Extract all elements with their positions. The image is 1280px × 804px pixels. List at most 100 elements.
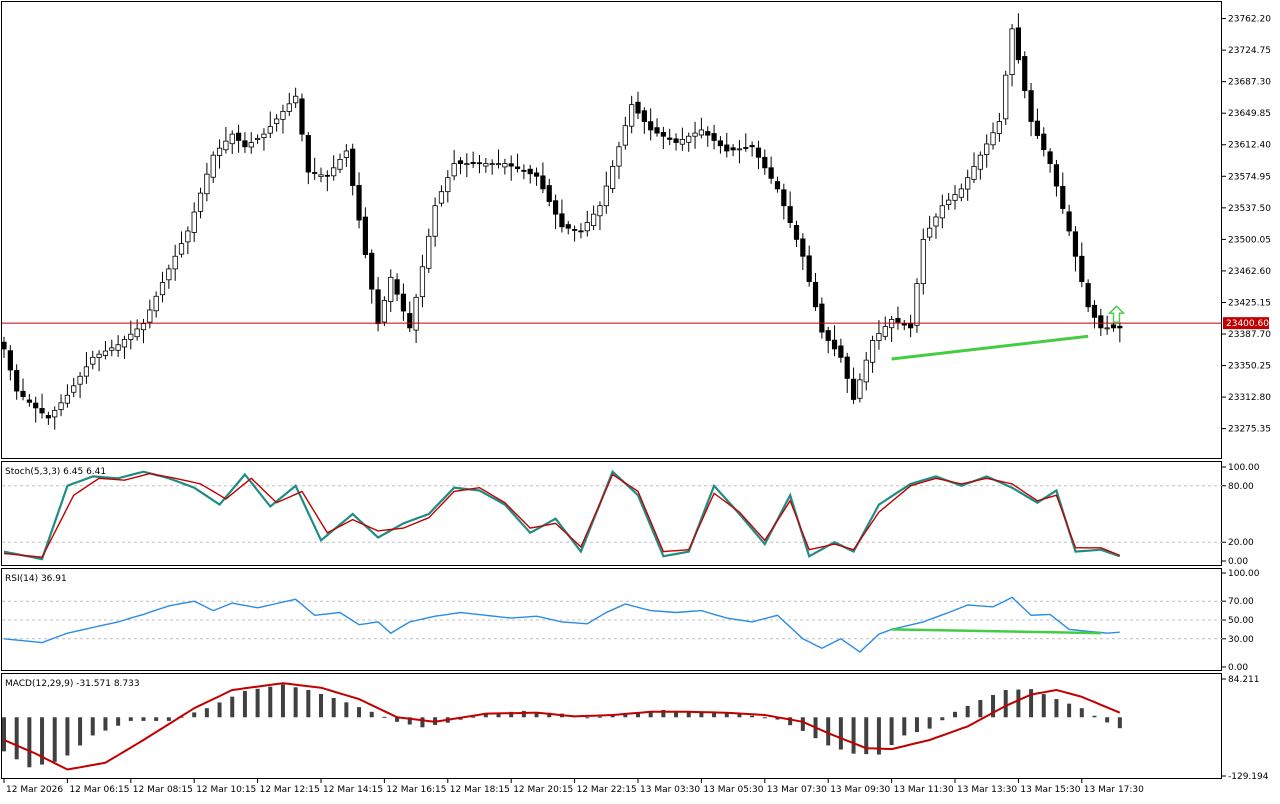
macd-histogram-bar [357, 707, 362, 718]
stoch-tick-label: 100.00 [1228, 463, 1260, 473]
macd-histogram-bar [128, 717, 133, 721]
candle-body [134, 328, 140, 338]
candle-body [1098, 315, 1104, 329]
candle-body [920, 239, 926, 285]
candle-body [692, 132, 698, 137]
candle-body [914, 283, 920, 326]
candle-body [267, 126, 273, 134]
candle-body [64, 394, 70, 404]
candle-body [1041, 133, 1047, 150]
candle-body [641, 110, 647, 122]
candle-body [705, 131, 711, 136]
candle-body [77, 375, 83, 385]
candle-body [229, 133, 235, 145]
price-tick-label: 23350.25 [1228, 362, 1271, 372]
price-tick-label: 23312.80 [1228, 393, 1271, 403]
candle-body [33, 402, 39, 409]
candle-body [45, 414, 51, 419]
macd-histogram-bar [838, 717, 843, 750]
macd-histogram-bar [319, 694, 323, 718]
macd-histogram-bar [483, 713, 488, 718]
candle-body [1003, 74, 1009, 120]
candlestick-series [1, 13, 1123, 430]
candle-body [121, 339, 128, 348]
candle-body [806, 255, 812, 282]
candle-body [895, 318, 901, 323]
macd-histogram-bar [648, 711, 653, 718]
rsi-series-line [3, 596, 1120, 653]
time-tick-label: 12 Mar 08:15 [133, 785, 193, 795]
macd-histogram-bar [1016, 689, 1021, 718]
candle-body [958, 188, 964, 198]
time-tick-label: 13 Mar 13:30 [957, 785, 1017, 795]
candle-body [476, 162, 483, 165]
time-tick-label: 13 Mar 07:30 [767, 785, 827, 795]
macd-histogram-bar [14, 717, 19, 760]
macd-histogram-bar [103, 717, 108, 731]
rsi-tick-label: 30.00 [1228, 635, 1254, 645]
candle-body [438, 191, 445, 204]
price-tick-label: 23762.20 [1228, 15, 1271, 25]
candle-body [419, 266, 426, 298]
macd-histogram-bar [192, 712, 197, 718]
candle-body [299, 98, 305, 135]
macd-histogram-bar [953, 711, 957, 718]
candle-body [185, 230, 191, 243]
candle-body [58, 402, 64, 410]
candle-body [578, 230, 584, 233]
candle-body [971, 166, 977, 180]
candle-body [1110, 324, 1117, 329]
candle-body [844, 356, 850, 379]
buy-arrow-icon [1107, 305, 1126, 323]
candle-body [502, 163, 508, 168]
price-tick-label: 23687.30 [1228, 78, 1271, 88]
candle-body [819, 303, 825, 333]
candle-body [293, 95, 299, 104]
macd-histogram-bar [927, 717, 932, 729]
candle-body [159, 282, 166, 296]
time-tick-label: 13 Mar 17:30 [1084, 785, 1144, 795]
candle-body [863, 359, 869, 383]
macd-histogram-bar [788, 717, 793, 726]
candle-body [1072, 231, 1079, 257]
macd-histogram-bar [1079, 708, 1084, 718]
macd-histogram-bar [420, 717, 425, 728]
macd-histogram-bar [293, 687, 298, 718]
candle-body [527, 168, 533, 175]
candle-body [115, 344, 121, 351]
rsi-trend-line [891, 628, 1101, 635]
rsi-tick-label: 50.00 [1228, 616, 1254, 626]
candle-body [946, 199, 952, 205]
macd-histogram-bar [242, 690, 247, 718]
time-tick-label: 13 Mar 11:30 [894, 785, 954, 795]
time-tick-label: 12 Mar 2026 [6, 785, 63, 795]
macd-histogram-bar [674, 710, 679, 718]
candle-body [369, 252, 375, 290]
time-tick-label: 12 Mar 14:15 [323, 785, 383, 795]
macd-histogram-bar [889, 717, 894, 746]
macd-histogram-bar [547, 712, 552, 718]
time-axis: 12 Mar 2026 12 Mar 06:15 12 Mar 08:15 12 Ma… [3, 779, 1144, 795]
candle-body [793, 225, 800, 240]
candle-body [1079, 255, 1085, 282]
candle-body [901, 323, 907, 326]
candle-body [597, 205, 603, 217]
macd-histogram-bar [407, 717, 412, 725]
price-tick-label: 23724.75 [1228, 46, 1271, 56]
macd-histogram-bar [1092, 715, 1097, 718]
support-trend-line [891, 334, 1089, 361]
candle-body [470, 162, 476, 165]
candle-body [71, 385, 77, 393]
candle-body [451, 163, 457, 177]
candle-body [572, 229, 578, 231]
candle-body [464, 163, 470, 166]
candle-body [749, 145, 755, 148]
candle-body [812, 281, 819, 308]
candle-body [850, 378, 857, 400]
macd-histogram-bar [914, 717, 919, 733]
macd-histogram-bar [597, 716, 602, 718]
macd-histogram-bar [141, 717, 146, 721]
candle-body [388, 276, 394, 302]
